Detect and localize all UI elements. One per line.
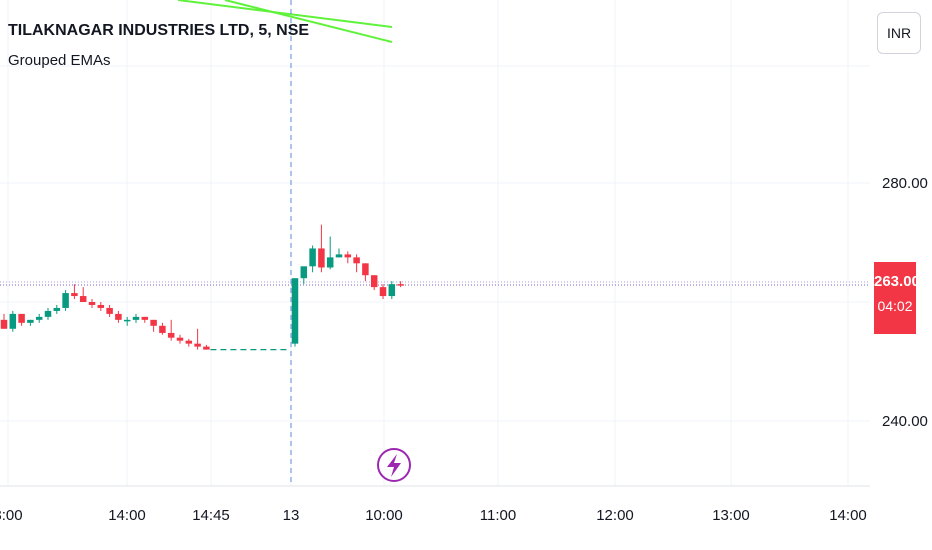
candle-body: [388, 284, 396, 297]
x-tick-label: 13: [283, 507, 300, 524]
ema-line-upper: [177, 0, 393, 28]
candle-body: [291, 278, 299, 344]
y-tick-label: 280.00: [882, 175, 928, 192]
candle-body: [309, 248, 316, 267]
candle-body: [176, 337, 184, 341]
candle-body: [53, 307, 61, 311]
last-price-value: 263.00: [874, 273, 920, 290]
candles: [0, 224, 404, 350]
candle-body: [194, 343, 201, 347]
candle-body: [9, 313, 17, 329]
ema-lines: [177, 0, 393, 43]
indicator-label[interactable]: Grouped EMAs: [8, 52, 111, 69]
candle-body: [115, 313, 122, 320]
candle-body: [141, 316, 149, 320]
candle-body: [79, 296, 87, 302]
candle-body: [362, 263, 369, 276]
candle-body: [318, 248, 325, 268]
symbol-title[interactable]: TILAKNAGAR INDUSTRIES LTD, 5, NSE: [8, 22, 310, 39]
candle-body: [185, 340, 193, 344]
candle-body: [159, 325, 166, 333]
candle-body: [370, 275, 378, 288]
last-price-label: 263.00 04:02: [874, 262, 920, 334]
x-tick-label: 10:00: [365, 507, 403, 524]
legend: TILAKNAGAR INDUSTRIES LTD, 5, NSE Groupe…: [8, 22, 309, 69]
candle-body: [123, 319, 131, 322]
candle-body: [62, 293, 69, 308]
x-tick-label: 12:00: [596, 507, 634, 524]
candle-body: [0, 319, 8, 329]
candle-body: [353, 257, 360, 264]
lightning-icon[interactable]: [377, 448, 411, 482]
candle-body: [97, 304, 105, 308]
x-tick-label: 14:45: [192, 507, 230, 524]
x-tick-label: 11:00: [480, 507, 516, 524]
candle-body: [379, 287, 387, 297]
currency-button[interactable]: INR: [877, 12, 921, 54]
x-tick-label: 3:00: [0, 507, 23, 524]
candle-body: [18, 313, 25, 323]
candle-body: [150, 319, 157, 326]
candle-body: [203, 346, 210, 350]
candle-body: [27, 319, 34, 323]
ema-line-lower: [224, 0, 393, 43]
candle-body: [344, 254, 352, 258]
candle-body: [132, 316, 140, 320]
x-tick-label: 13:00: [712, 507, 750, 524]
price-axis[interactable]: 280.00 240.00: [882, 175, 928, 430]
candle-body: [88, 302, 96, 305]
candle-body: [106, 307, 113, 314]
candle-body: [335, 254, 343, 258]
candle-body: [35, 316, 43, 320]
grid: [0, 0, 870, 486]
x-tick-label: 14:00: [108, 507, 146, 524]
time-axis[interactable]: 3:00 14:00 14:45 13 10:00 11:00 12:00 13:00 14:0…: [0, 507, 867, 524]
y-tick-label: 240.00: [882, 413, 928, 430]
candle-body: [300, 266, 308, 279]
candle-body: [167, 332, 175, 338]
candle-body: [397, 284, 404, 286]
candle-body: [44, 310, 52, 317]
bar-countdown: 04:02: [877, 298, 913, 314]
candle-body: [326, 257, 334, 268]
candle-body: [71, 293, 78, 297]
x-tick-label: 14:00: [829, 507, 867, 524]
